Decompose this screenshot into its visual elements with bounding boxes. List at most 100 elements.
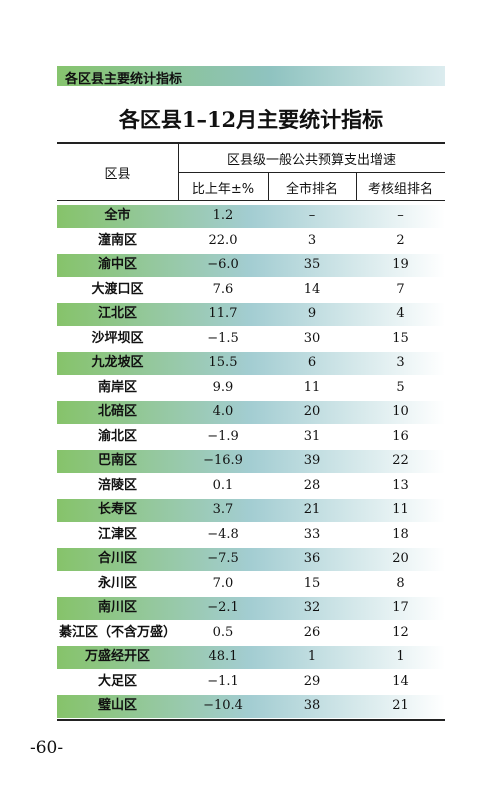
- region-name: 万盛经开区: [84, 649, 150, 664]
- column-header: 考核组排名: [367, 182, 433, 197]
- table-cell: 14: [303, 281, 321, 297]
- table-cell: 8: [396, 575, 405, 591]
- table-cell: 9.9: [212, 379, 234, 395]
- table-cell: 14: [392, 673, 409, 689]
- table-cell: 1: [307, 649, 317, 664]
- table-cell: 21: [303, 502, 321, 517]
- table-cell: 17: [392, 600, 409, 615]
- table-cell: 7: [396, 281, 405, 297]
- region-name: 长寿区: [97, 502, 137, 517]
- rule: [57, 142, 445, 144]
- table-cell: −4.8: [207, 526, 239, 542]
- table-cell: 0.5: [212, 624, 234, 640]
- column-header: 全市排名: [285, 182, 338, 197]
- table-cell: −7.5: [207, 551, 239, 566]
- region-name: 潼南区: [97, 232, 137, 248]
- region-name: 江津区: [97, 526, 137, 542]
- region-name: 璧山区: [97, 698, 137, 713]
- row-shading: [57, 646, 445, 669]
- table-cell: 7.6: [212, 281, 234, 297]
- table-cell: 18: [392, 526, 409, 542]
- rule: [57, 718, 445, 721]
- row-shading: [57, 597, 445, 620]
- region-name: 合川区: [97, 551, 137, 566]
- region-name: 大渡口区: [91, 281, 144, 297]
- table-cell: 3: [307, 232, 317, 248]
- table-cell: 0.1: [212, 477, 234, 493]
- table-cell: 33: [303, 526, 321, 542]
- column-header: 比上年±%: [191, 182, 255, 197]
- table-cell: 2: [396, 232, 405, 248]
- table-cell: 35: [303, 257, 321, 272]
- region-name: 南岸区: [97, 379, 137, 395]
- table-cell: 13: [392, 477, 409, 493]
- table-cell: 15: [303, 575, 321, 591]
- table-cell: −1.1: [207, 673, 239, 689]
- rule: [178, 172, 445, 173]
- rule: [57, 200, 445, 201]
- region-name: 南川区: [97, 600, 137, 615]
- row-shading: [57, 303, 445, 326]
- table-cell: 11.7: [208, 306, 238, 321]
- section-title: 各区县主要统计指标: [65, 72, 183, 87]
- table-cell: 20: [392, 551, 409, 566]
- row-shading: [57, 254, 445, 277]
- rule: [268, 172, 269, 200]
- table-cell: 20: [303, 404, 321, 419]
- table-cell: 11: [303, 379, 321, 395]
- rule: [356, 172, 357, 200]
- table-cell: 3: [396, 355, 405, 370]
- table-cell: −1.5: [207, 330, 239, 346]
- table-cell: 5: [396, 379, 405, 395]
- region-name: 綦江区（不含万盛）: [58, 624, 176, 640]
- rule: [178, 143, 179, 200]
- table-cell: −1.9: [207, 428, 239, 444]
- table-cell: 39: [303, 453, 321, 468]
- table-cell: −6.0: [207, 257, 239, 272]
- table-cell: 16: [392, 428, 409, 444]
- row-shading: [57, 450, 445, 473]
- table-cell: 9: [307, 306, 317, 321]
- region-name: 渝北区: [97, 428, 137, 444]
- table-cell: 19: [392, 257, 409, 272]
- region-name: 全市: [104, 208, 131, 223]
- table-cell: −10.4: [203, 698, 243, 713]
- region-name: 沙坪坝区: [91, 330, 144, 346]
- table-cell: –: [397, 208, 404, 223]
- region-name: 巴南区: [97, 453, 137, 468]
- table-cell: 15: [392, 330, 409, 346]
- table-cell: 6: [307, 355, 317, 370]
- page-number: -60-: [30, 738, 64, 758]
- table-cell: 4.0: [212, 404, 234, 419]
- row-shading: [57, 548, 445, 571]
- table-cell: 22.0: [208, 232, 238, 248]
- table-cell: 3.7: [212, 502, 234, 517]
- table-cell: 11: [392, 502, 409, 517]
- table-cell: 22: [392, 453, 409, 468]
- table-cell: 28: [303, 477, 321, 493]
- table-cell: 38: [303, 698, 321, 713]
- column-header: 区县: [104, 167, 131, 182]
- table-cell: 30: [303, 330, 321, 346]
- table-cell: 32: [303, 600, 321, 615]
- table-cell: 48.1: [208, 649, 238, 664]
- column-header: 区县级一般公共预算支出增速: [226, 153, 396, 168]
- row-shading: [57, 695, 445, 718]
- table-cell: 1: [396, 649, 405, 664]
- region-name: 九龙坡区: [91, 355, 144, 370]
- row-shading: [57, 401, 445, 424]
- row-shading: [57, 499, 445, 522]
- row-shading: [57, 352, 445, 375]
- table-cell: 10: [392, 404, 409, 419]
- region-name: 江北区: [97, 306, 137, 321]
- table-cell: 4: [396, 306, 405, 321]
- table-cell: 7.0: [212, 575, 234, 591]
- region-name: 渝中区: [97, 257, 137, 272]
- region-name: 北碚区: [97, 404, 137, 419]
- table-cell: 26: [303, 624, 321, 640]
- section-banner: 各区县主要统计指标: [57, 66, 445, 87]
- region-name: 永川区: [97, 575, 137, 591]
- table-cell: 1.2: [212, 208, 234, 223]
- row-shading: [57, 205, 445, 228]
